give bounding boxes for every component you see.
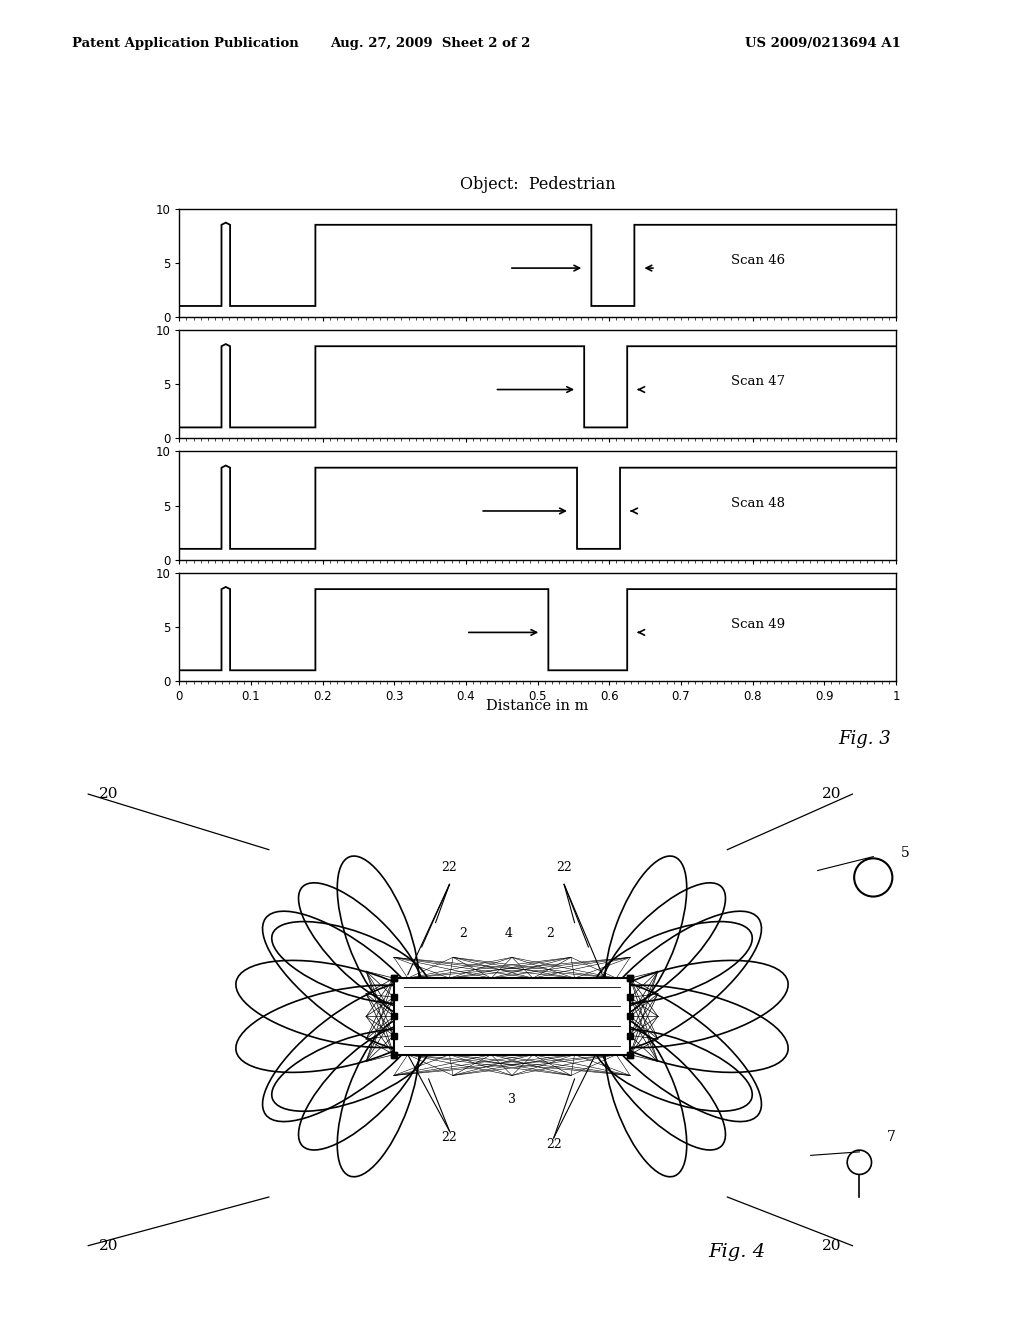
Text: Aug. 27, 2009  Sheet 2 of 2: Aug. 27, 2009 Sheet 2 of 2 [330,37,530,50]
Text: 3: 3 [508,1093,516,1106]
Bar [394,978,630,1055]
Text: Scan 47: Scan 47 [731,375,785,388]
Text: Object:  Pedestrian: Object: Pedestrian [460,176,615,193]
Text: 2: 2 [546,927,554,940]
Text: 22: 22 [546,1138,561,1151]
Text: Fig. 3: Fig. 3 [838,730,891,748]
Text: Scan 46: Scan 46 [731,253,785,267]
Text: 4: 4 [505,927,513,940]
Text: Patent Application Publication: Patent Application Publication [72,37,298,50]
Text: 22: 22 [441,861,458,874]
Text: 20: 20 [99,787,119,801]
Text: US 2009/0213694 A1: US 2009/0213694 A1 [745,37,901,50]
Text: Scan 49: Scan 49 [731,618,785,631]
Text: Fig. 4: Fig. 4 [709,1242,766,1261]
Text: 22: 22 [556,861,572,874]
Text: 22: 22 [441,1131,458,1144]
Text: 20: 20 [822,1238,842,1253]
Text: 20: 20 [99,1238,119,1253]
Text: Scan 48: Scan 48 [731,496,785,510]
Text: Distance in m: Distance in m [486,700,589,713]
Text: 5: 5 [901,846,909,859]
Text: 7: 7 [887,1130,896,1144]
Text: 2: 2 [460,927,467,940]
Text: 20: 20 [822,787,842,801]
